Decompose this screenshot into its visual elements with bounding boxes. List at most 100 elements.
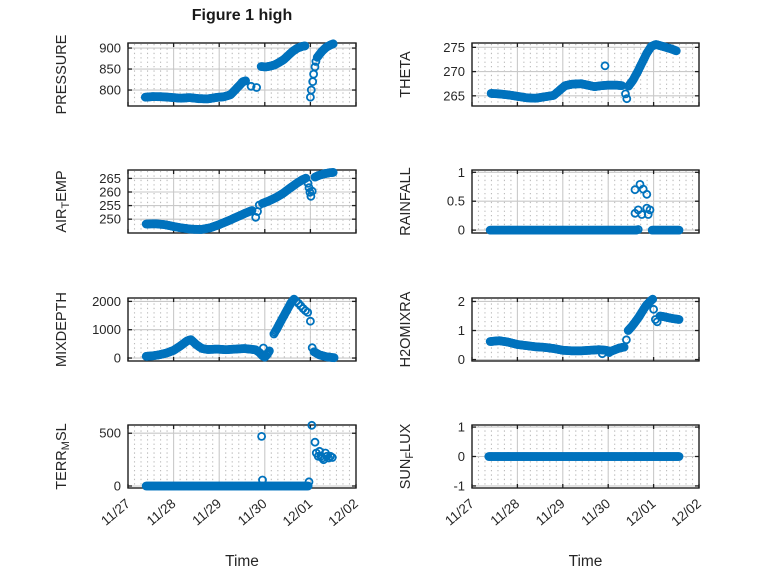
subplot-mixdepth: 0 1000 2000 MIXDEPTH (54, 292, 357, 367)
y-tick-label: 0 (458, 352, 465, 367)
x-tick-label: 11/27 (98, 496, 133, 529)
series-theta-3 (624, 40, 681, 91)
series-h2omixra-0 (485, 336, 629, 356)
subplot-rainfall: 0 0.5 1 RAINFALL (398, 165, 700, 238)
ylabel-theta: THETA (398, 51, 414, 98)
ylabel-part: SUN (398, 459, 414, 490)
series-h2omixra-2 (622, 335, 631, 345)
y-tick-label: 0 (114, 351, 121, 366)
axes-frame (471, 424, 700, 489)
subplot-theta: 265 270 275 THETA (398, 40, 700, 107)
x-tick-label: 12/02 (325, 496, 361, 529)
series-rainfall-4 (647, 225, 684, 235)
axes-frame (127, 297, 357, 362)
ylabel-part: RAINFALL (398, 167, 414, 236)
axes-frame (127, 42, 357, 107)
x-tick-label: 11/30 (235, 496, 270, 529)
y-tick-label: 270 (443, 64, 465, 79)
x-axis-label-right: Time (568, 553, 603, 570)
ylabel-part: AIR (54, 208, 70, 232)
y-tick-label: 800 (99, 83, 121, 98)
y-tick-label: 260 (99, 184, 121, 199)
x-tick-label: 12/01 (623, 496, 659, 529)
axes-frame (471, 42, 700, 107)
y-tick-label: 850 (99, 62, 121, 77)
series-h2omixra-4 (649, 304, 658, 314)
series-mixdepth-4 (305, 316, 315, 326)
ylabel-part: MIXDEPTH (54, 292, 70, 367)
y-tick-label: 250 (99, 212, 121, 227)
ylabel-air-temp: AIRTEMP (54, 170, 72, 232)
x-tick-label: 11/28 (144, 496, 179, 529)
x-tick-label: 11/29 (533, 496, 568, 529)
ylabel-part: EMP (54, 170, 70, 201)
y-tick-label: 0.5 (447, 194, 465, 209)
subplot-sun-flux: -1 0 1 SUNFLUX 11/27 11/28 11/29 11/30 12/01 12/0… (398, 420, 704, 529)
series-terr-msl-0 (141, 481, 313, 491)
series-mixdepth-0 (141, 335, 274, 362)
series-terr-msl-2 (257, 431, 267, 441)
series-pressure-4 (312, 39, 338, 62)
series-terr-msl-4 (307, 420, 317, 430)
x-tick-label: 11/27 (442, 496, 477, 529)
y-tick-label: 900 (99, 41, 121, 56)
subplot-pressure: 800 850 900 PRESSURE (54, 34, 357, 114)
y-tick-label: 0 (114, 478, 121, 493)
y-tick-label: 1 (458, 420, 465, 435)
series-mixdepth-6 (309, 347, 339, 363)
y-tick-label: 1 (458, 165, 465, 180)
series-terr-msl-1 (304, 477, 314, 487)
y-tick-label: 0 (458, 449, 465, 464)
y-tick-label: 500 (99, 426, 121, 441)
series-pressure-3 (305, 57, 321, 102)
y-tick-label: 275 (443, 40, 465, 55)
x-tick-label: 12/02 (668, 496, 704, 529)
series-pressure-1 (246, 81, 262, 92)
series-theta-0 (486, 79, 627, 103)
series-mixdepth-1 (258, 343, 268, 353)
axes-frame (127, 169, 357, 234)
ylabel-rainfall: RAINFALL (398, 167, 414, 236)
ylabel-part: SL (54, 423, 70, 441)
series-rainfall-2 (630, 179, 652, 199)
figure-title: Figure 1 high (191, 7, 293, 24)
series-air-temp-4 (310, 167, 338, 182)
series-h2omixra-1 (597, 348, 614, 359)
series-rainfall-1 (633, 225, 643, 234)
y-tick-label: 2 (458, 294, 465, 309)
series-rainfall-0 (485, 225, 641, 235)
ylabel-h2omixra: H2OMIXRA (398, 291, 414, 367)
series-sun-flux-0 (484, 452, 684, 461)
ylabel-part: PRESSURE (54, 34, 70, 114)
series-air-temp-0 (141, 206, 257, 234)
ylabel-part: THETA (398, 51, 414, 98)
ylabel-part: T (60, 201, 72, 208)
ylabel-sun-flux: SUNFLUX (398, 423, 416, 489)
y-tick-label: -1 (453, 478, 465, 493)
ylabel-part: H2OMIXRA (398, 291, 414, 367)
major-grid (472, 170, 699, 233)
subplot-h2omixra: 0 1 2 H2OMIXRA (398, 291, 700, 367)
series-pressure-2 (256, 41, 310, 72)
series-terr-msl-5 (310, 437, 337, 465)
ylabel-part: F (404, 452, 416, 459)
series-h2omixra-6 (655, 311, 684, 324)
x-axis-label-left: Time (225, 553, 259, 570)
series-theta-1 (600, 61, 610, 71)
series-air-temp-3 (303, 178, 317, 201)
series-theta-2 (621, 89, 632, 104)
ylabel-mixdepth: MIXDEPTH (54, 292, 70, 367)
ylabel-part: LUX (398, 423, 414, 452)
series-h2omixra-3 (623, 294, 658, 335)
series-pressure-0 (140, 76, 251, 104)
ylabel-terr-msl: TERRMSL (54, 423, 72, 489)
x-tick-label: 11/29 (189, 496, 224, 529)
x-tick-label: 11/28 (488, 496, 523, 529)
ylabel-part: M (60, 441, 72, 450)
ylabel-part: TERR (54, 450, 70, 489)
major-grid (472, 298, 699, 361)
ylabel-pressure: PRESSURE (54, 34, 70, 114)
y-tick-label: 1000 (92, 322, 121, 337)
